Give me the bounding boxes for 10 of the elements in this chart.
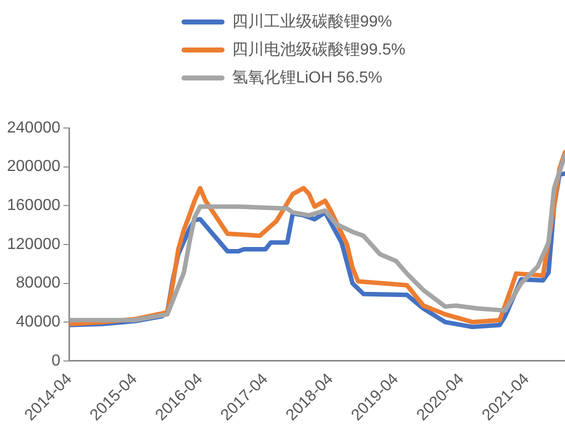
legend-label: 四川工业级碳酸锂99% <box>232 12 392 30</box>
y-tick-label: 240000 <box>7 119 60 136</box>
y-tick-label: 160000 <box>7 197 60 214</box>
legend-label: 氢氧化锂LiOH 56.5% <box>232 69 382 86</box>
y-tick-label: 0 <box>51 352 60 370</box>
legend-label: 四川电池级碳酸锂99.5% <box>232 40 406 58</box>
y-tick-label: 120000 <box>7 236 60 253</box>
y-tick-label: 200000 <box>7 158 60 176</box>
y-tick-label: 40000 <box>16 313 60 330</box>
y-tick-label: 80000 <box>16 274 60 292</box>
